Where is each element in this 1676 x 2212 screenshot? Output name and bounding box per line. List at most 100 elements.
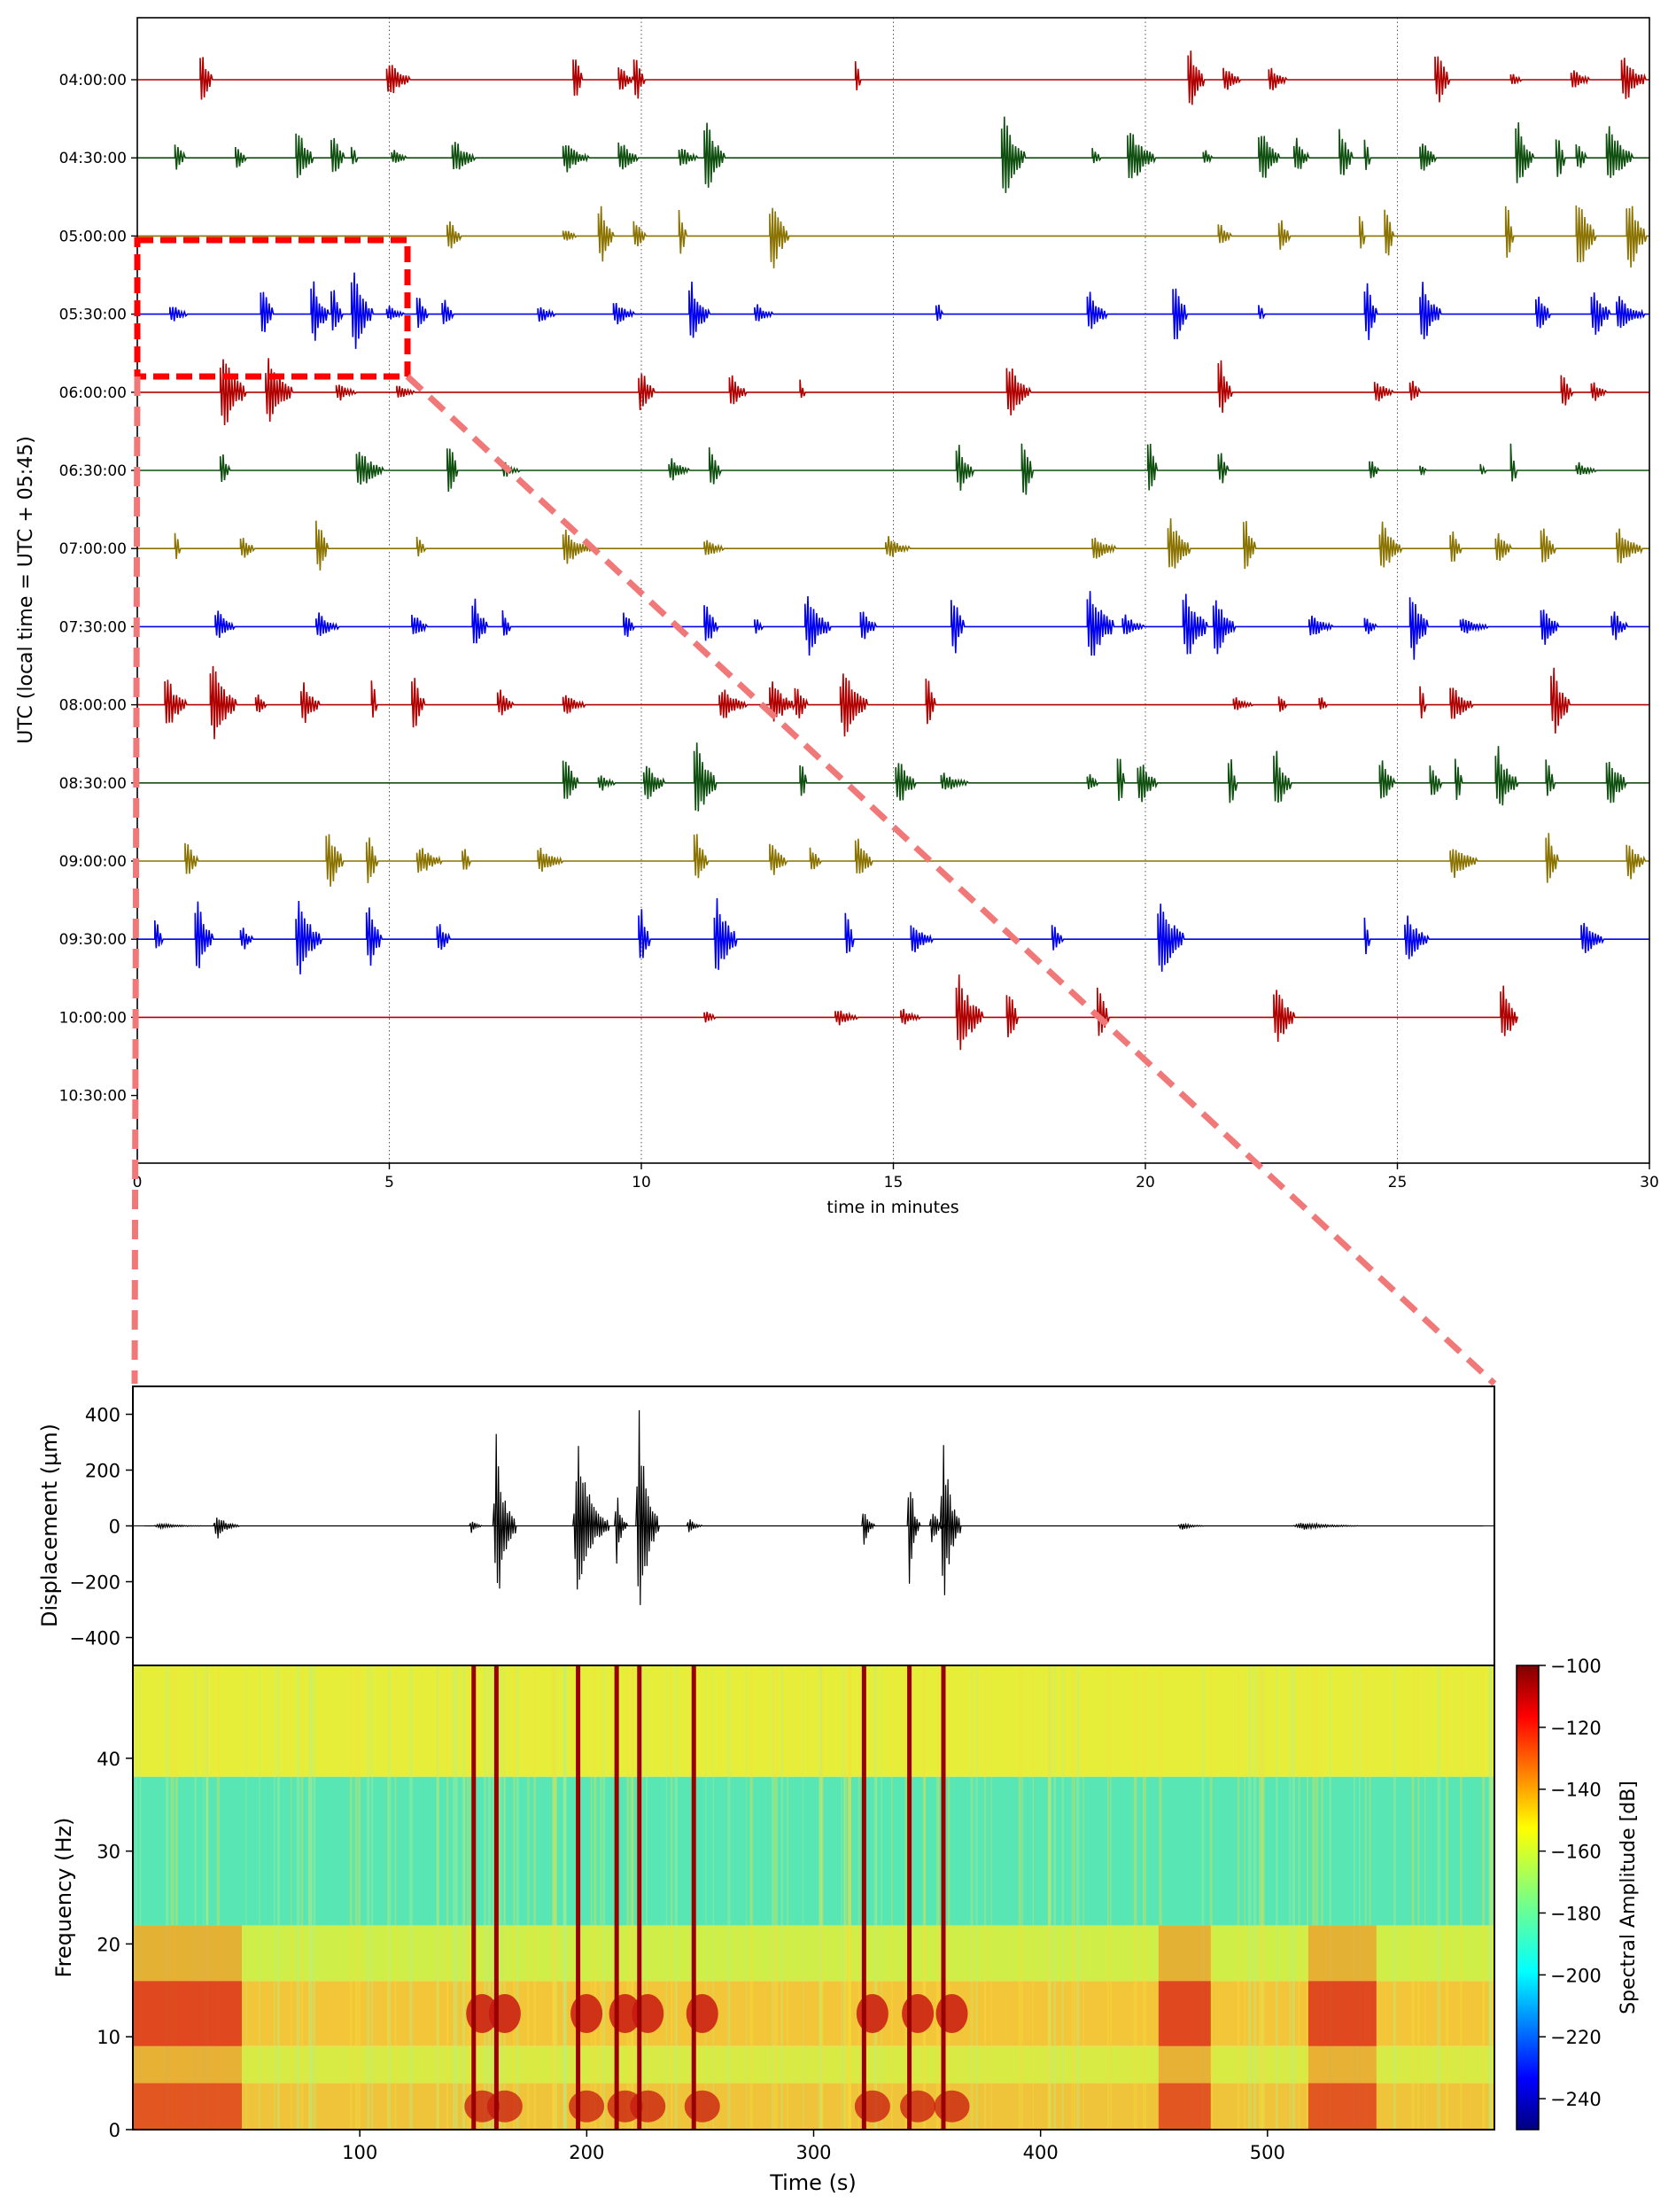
helicorder-y-tick-label: 10:00:00	[59, 1009, 127, 1027]
helicorder-y-tick-label: 05:00:00	[59, 228, 127, 245]
spectrogram-blob	[902, 1994, 935, 2033]
spectrogram-streak	[891, 1665, 893, 2130]
spectrogram-streak	[216, 1665, 220, 2130]
spectrogram-streak	[594, 1665, 597, 2130]
spectrogram-streak	[1417, 1665, 1420, 2130]
spectrogram-streak	[848, 1665, 851, 2130]
spectrogram-streak	[533, 1665, 536, 2130]
spectrogram-streak	[463, 1665, 465, 2130]
spectrogram-blob	[630, 2090, 666, 2123]
spectrogram-streak	[1315, 1665, 1319, 2130]
spectrogram-streak	[308, 1665, 313, 2130]
helicorder-y-tick-label: 04:30:00	[59, 150, 127, 167]
helicorder-trace-line	[137, 272, 1649, 349]
spectrogram-x-tick-label: 200	[569, 2142, 604, 2163]
spectrogram-streak	[170, 1665, 175, 2130]
helicorder-trace-line	[137, 205, 1649, 268]
spectrogram-event-line	[576, 1665, 581, 2130]
spectrogram-streak	[626, 1665, 630, 2130]
spectrogram-streak	[1321, 1665, 1323, 2130]
spectrogram-streak	[1292, 1665, 1296, 2130]
spectrogram-streak	[1053, 1665, 1056, 2130]
spectrogram-x-tick-label: 500	[1250, 2142, 1285, 2163]
helicorder-y-tick-label: 10:30:00	[59, 1088, 127, 1106]
spectrogram-x-tick-label: 100	[342, 2142, 377, 2163]
spectrogram-band	[133, 2045, 1494, 2084]
spectrogram-streak	[1018, 1665, 1021, 2130]
spectrogram-streak	[1312, 1665, 1315, 2130]
spectrogram-streak	[602, 1665, 606, 2130]
colorbar-label: Spectral Amplitude [dB]	[1618, 1781, 1640, 2014]
displacement-y-tick-label: −200	[69, 1572, 120, 1594]
spectrogram-band	[133, 1665, 1494, 1777]
spectrogram-streak	[165, 1665, 169, 2130]
spectrogram-streak	[1460, 1665, 1463, 2130]
spectrogram-streak	[555, 1665, 557, 2130]
spectrogram-streak	[453, 1665, 456, 2130]
spectrogram-streak	[1306, 1665, 1308, 2130]
spectrogram-streak	[1047, 1665, 1051, 2130]
spectrogram-streak	[273, 1665, 275, 2130]
helicorder-x-tick-label: 5	[384, 1174, 394, 1191]
spectrogram-blob	[935, 1994, 968, 2033]
spectrogram-streak	[1289, 1665, 1292, 2130]
spectrogram-streak	[354, 1665, 358, 2130]
spectrogram-streak	[500, 1665, 502, 2130]
spectrogram-streak	[990, 1665, 992, 2130]
displacement-y-tick-label: 0	[109, 1517, 120, 1538]
helicorder-y-tick-label: 07:30:00	[59, 618, 127, 636]
spectrogram-streak	[873, 1665, 877, 2130]
spectrogram-streak	[387, 1665, 389, 2130]
spectrogram-streak	[975, 1665, 978, 2130]
spectrogram-streak	[446, 1665, 449, 2130]
helicorder-x-tick-label: 25	[1388, 1174, 1408, 1191]
spectrogram-streak	[674, 1665, 678, 2130]
spectrogram-streak	[454, 1665, 458, 2130]
spectrogram-event-line	[691, 1665, 696, 2130]
spectrogram-streak	[1424, 1665, 1426, 2130]
displacement-trace	[133, 1409, 1494, 1605]
spectrogram-band	[133, 1981, 1494, 2046]
spectrogram-y-tick-label: 10	[97, 2027, 120, 2048]
spectrogram-streak	[563, 1665, 567, 2130]
spectrogram-streak	[206, 1665, 209, 2130]
spectrogram-streak	[387, 1665, 392, 2130]
spectrogram-streak	[1411, 1665, 1415, 2130]
spectrogram-streak	[1261, 1665, 1265, 2130]
spectrogram-x-tick-label: 300	[795, 2142, 831, 2163]
spectrogram-streak	[1261, 1665, 1264, 2130]
spectrogram-y-tick-label: 30	[97, 1842, 120, 1863]
colorbar-ticks: −100 −120 −140 −160 −180 −200 −220 −240	[1539, 1656, 1602, 2110]
spectrogram-streak	[947, 1665, 951, 2130]
colorbar-tick-label: −180	[1550, 1903, 1602, 1924]
spectrogram-streak	[1275, 1665, 1278, 2130]
spectrogram-streak	[849, 1665, 852, 2130]
spectrogram-streak	[665, 1665, 668, 2130]
colorbar-tick-label: −140	[1550, 1780, 1602, 1801]
spectrogram-event-line	[471, 1665, 477, 2130]
spectrogram-streak	[875, 1665, 878, 2130]
spectrogram-noise-band	[1307, 2083, 1377, 2130]
spectrogram-streak	[671, 1665, 673, 2130]
spectrogram-streak	[487, 1665, 491, 2130]
spectrogram-x-tick-label: 400	[1023, 2142, 1059, 2163]
spectrogram-streak	[175, 1665, 178, 2130]
displacement-y-ticks: 400 200 0 −200 −400	[69, 1405, 133, 1649]
spectrogram-streak	[503, 1665, 505, 2130]
helicorder-y-label: UTC (local time = UTC + 05:45)	[15, 436, 37, 744]
spectrogram-streak	[300, 1665, 304, 2130]
helicorder-traces	[137, 50, 1649, 1051]
helicorder-trace-line	[137, 833, 1649, 887]
spectrogram-streak	[712, 1665, 714, 2130]
spectrogram-streak	[394, 1665, 397, 2130]
spectrogram-streak	[857, 1665, 860, 2130]
spectrogram-streak	[206, 1665, 208, 2130]
spectrogram-streak	[746, 1665, 748, 2130]
spectrogram-streak	[1159, 1665, 1162, 2130]
spectrogram-streak	[371, 1665, 374, 2130]
spectrogram-streak	[1437, 1665, 1441, 2130]
spectrogram-blob	[684, 2090, 720, 2123]
spectrogram-y-ticks: 0 10 20 30 40	[97, 1749, 133, 2141]
spectrogram-streak	[492, 1665, 494, 2130]
